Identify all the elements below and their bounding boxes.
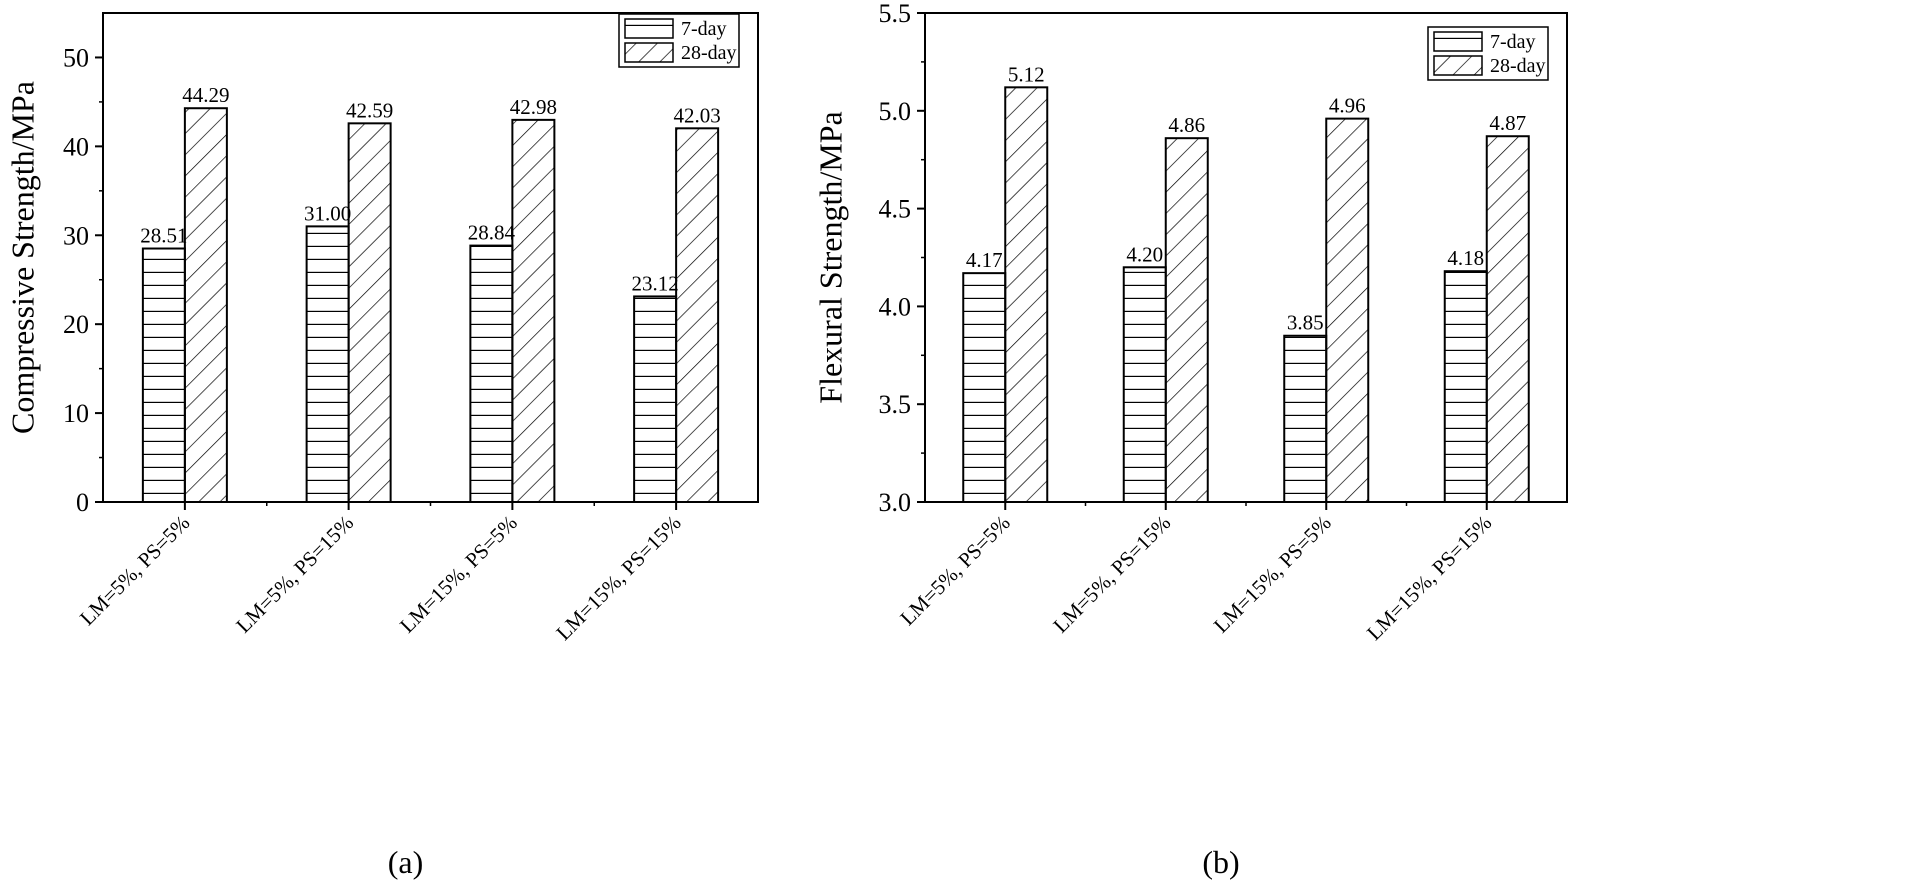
bar-value-label-7-day: 3.85 <box>1287 311 1324 335</box>
bar-28-day-lm-5-ps-5 <box>1004 86 1049 503</box>
y-tick-label: 40 <box>63 132 89 161</box>
x-tick-label: LM=5%, PS=5% <box>75 511 195 631</box>
bar-7-day-lm-15-ps-15 <box>1443 270 1488 503</box>
bar-7-day-lm-5-ps-5 <box>962 272 1007 504</box>
y-tick-label: 3.5 <box>879 390 912 419</box>
panel-label: (b) <box>1202 844 1239 880</box>
bar-7-day-lm-15-ps-15 <box>633 295 678 503</box>
panel-label: (a) <box>388 844 424 880</box>
legend-swatch-7-day <box>1433 31 1483 52</box>
x-tick-label: LM=15%, PS=5% <box>1209 511 1336 638</box>
bar-value-label-28-day: 5.12 <box>1008 62 1045 86</box>
y-tick-label: 20 <box>63 310 89 339</box>
bar-7-day-lm-5-ps-15 <box>1122 266 1167 503</box>
bar-28-day-lm-15-ps-15 <box>1485 135 1530 503</box>
y-tick-label: 5.5 <box>879 0 912 28</box>
bar-28-day-lm-5-ps-5 <box>183 107 228 503</box>
x-tick-label: LM=15%, PS=5% <box>395 511 522 638</box>
legend-label-28-day: 28-day <box>681 42 737 64</box>
bar-value-label-28-day: 4.87 <box>1489 111 1526 135</box>
bar-value-label-7-day: 4.20 <box>1126 242 1163 266</box>
x-tick-label: LM=15%, PS=15% <box>551 511 685 645</box>
bar-28-day-lm-15-ps-15 <box>675 127 720 503</box>
x-tick-label: LM=5%, PS=15% <box>231 511 358 638</box>
bar-7-day-lm-5-ps-15 <box>305 225 350 504</box>
legend-label-7-day: 7-day <box>1490 31 1536 53</box>
x-tick-label: LM=15%, PS=15% <box>1362 511 1496 645</box>
legend-swatch-28-day <box>624 42 674 63</box>
y-tick-label: 10 <box>63 399 89 428</box>
bar-28-day-lm-15-ps-5 <box>511 118 556 504</box>
bar-value-label-28-day: 4.96 <box>1329 94 1366 118</box>
chart-panel-b: 3.0 3.5 4.0 4.5 5.0 5.5 LM=5%, PS=5% LM=5%, PS… <box>812 0 1568 880</box>
legend-swatch-7-day <box>624 18 674 39</box>
chart-panel-a: 0 10 20 30 40 50 LM=5%, PS=5% LM=5%, PS=15% LM=… <box>4 12 759 880</box>
legend-label-7-day: 7-day <box>681 18 727 40</box>
y-axis-label: Compressive Strength/MPa <box>4 81 40 434</box>
y-axis-label: Flexural Strength/MPa <box>812 111 848 403</box>
y-tick-label: 4.0 <box>879 292 912 321</box>
bar-value-label-7-day: 31.00 <box>304 201 351 225</box>
bar-value-label-7-day: 23.12 <box>632 271 679 295</box>
y-tick-label: 30 <box>63 221 89 250</box>
bar-value-label-28-day: 44.29 <box>182 83 229 107</box>
legend-swatch-28-day <box>1433 55 1483 76</box>
bar-7-day-lm-5-ps-5 <box>141 247 186 503</box>
bar-value-label-7-day: 4.18 <box>1447 246 1484 270</box>
bar-28-day-lm-5-ps-15 <box>1164 137 1209 504</box>
bar-7-day-lm-15-ps-5 <box>469 244 514 503</box>
y-tick-label: 50 <box>63 43 89 72</box>
bar-value-label-28-day: 4.86 <box>1168 113 1205 137</box>
legend: 7-day 28-day <box>618 13 740 68</box>
y-tick-label: 0 <box>76 488 89 517</box>
y-tick-label: 3.0 <box>879 488 912 517</box>
x-tick-label: LM=5%, PS=15% <box>1048 511 1175 638</box>
bar-value-label-7-day: 4.17 <box>966 248 1003 272</box>
bar-28-day-lm-5-ps-15 <box>347 122 392 503</box>
legend: 7-day 28-day <box>1427 26 1549 81</box>
bar-value-label-28-day: 42.59 <box>346 98 393 122</box>
bar-value-label-7-day: 28.84 <box>468 221 516 245</box>
bar-value-label-28-day: 42.98 <box>510 95 557 119</box>
x-tick-label: LM=5%, PS=5% <box>895 511 1015 631</box>
y-tick-label: 4.5 <box>879 195 912 224</box>
bar-value-label-28-day: 42.03 <box>674 103 721 127</box>
bar-7-day-lm-15-ps-5 <box>1283 334 1328 503</box>
y-tick-label: 5.0 <box>879 97 912 126</box>
bar-28-day-lm-15-ps-5 <box>1325 117 1370 504</box>
legend-label-28-day: 28-day <box>1490 55 1546 77</box>
bar-value-label-7-day: 28.51 <box>140 224 187 248</box>
